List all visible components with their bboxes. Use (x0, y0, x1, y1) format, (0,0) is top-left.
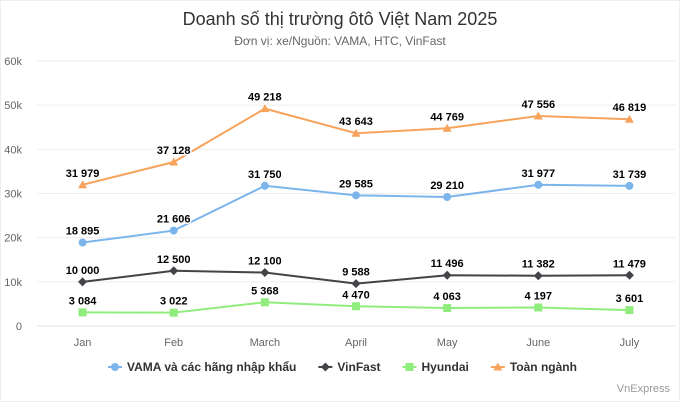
data-point-vama-v-c-c-h-ng-nh-p-kh-u (169, 226, 178, 235)
data-point-hyundai (260, 298, 269, 307)
legend-label: VAMA và các hãng nhập khẩu (127, 360, 296, 374)
data-label-to-n-ng-nh: 49 218 (248, 92, 282, 104)
data-point-to-n-ng-nh (78, 180, 88, 189)
chart-title: Doanh số thị trường ôtô Việt Nam 2025 (183, 9, 498, 29)
y-tick-label: 0 (16, 321, 22, 333)
data-point-vama-v-c-c-h-ng-nh-p-kh-u (443, 192, 452, 201)
data-label-vinfast: 12 100 (248, 256, 282, 268)
data-point-vinfast (169, 266, 179, 276)
data-label-vinfast: 12 500 (157, 254, 191, 266)
legend-marker-icon (111, 363, 119, 371)
data-label-hyundai: 4 470 (342, 289, 370, 301)
data-point-vama-v-c-c-h-ng-nh-p-kh-u (352, 191, 360, 200)
data-label-vinfast: 11 382 (522, 259, 555, 271)
data-label-vinfast: 10 000 (66, 265, 100, 277)
legend-item-vinfast[interactable]: VinFast (318, 360, 381, 374)
data-label-vama-v-c-c-h-ng-nh-p-kh-u: 31 739 (613, 169, 647, 181)
x-tick-label: April (345, 337, 367, 349)
data-point-vama-v-c-c-h-ng-nh-p-kh-u (78, 238, 87, 247)
data-label-vama-v-c-c-h-ng-nh-p-kh-u: 29 585 (339, 178, 373, 190)
x-tick-label: June (526, 337, 550, 349)
data-label-vinfast: 11 496 (431, 258, 464, 270)
y-tick-label: 60k (4, 56, 22, 68)
data-label-hyundai: 5 368 (251, 285, 279, 297)
legend-label: Hyundai (422, 360, 469, 374)
data-label-to-n-ng-nh: 47 556 (521, 99, 555, 111)
data-point-to-n-ng-nh (624, 114, 634, 123)
data-point-vama-v-c-c-h-ng-nh-p-kh-u (260, 181, 269, 190)
data-point-to-n-ng-nh (260, 104, 270, 113)
credit-vnexpress[interactable]: VnExpress (617, 383, 671, 395)
legend-item-hyundai[interactable]: Hyundai (402, 360, 469, 374)
legend-item-to-n-ng-nh[interactable]: Toàn ngành (490, 360, 577, 374)
x-tick-label: March (250, 337, 281, 349)
data-point-vinfast (260, 268, 270, 278)
x-tick-label: May (437, 337, 458, 349)
chart-subtitle: Đơn vị: xe/Nguồn: VAMA, HTC, VinFast (234, 34, 446, 48)
legend-marker-icon (320, 362, 330, 372)
data-point-vinfast (442, 270, 452, 280)
data-label-to-n-ng-nh: 46 819 (613, 102, 647, 114)
x-tick-label: Feb (164, 337, 183, 349)
data-point-vinfast (78, 277, 88, 287)
data-point-hyundai (352, 302, 360, 311)
data-point-to-n-ng-nh (442, 123, 452, 132)
data-label-vama-v-c-c-h-ng-nh-p-kh-u: 31 750 (248, 169, 282, 181)
data-point-vama-v-c-c-h-ng-nh-p-kh-u (534, 180, 543, 189)
data-point-vinfast (533, 271, 543, 281)
data-label-vinfast: 9 588 (342, 267, 370, 279)
legend-marker-icon (493, 362, 503, 371)
data-point-vama-v-c-c-h-ng-nh-p-kh-u (625, 181, 634, 190)
data-label-to-n-ng-nh: 37 128 (157, 145, 191, 157)
data-label-hyundai: 3 601 (616, 293, 644, 305)
data-point-hyundai (625, 306, 634, 315)
data-label-hyundai: 3 084 (69, 295, 97, 307)
data-point-to-n-ng-nh (533, 111, 543, 120)
legend-label: VinFast (337, 360, 380, 374)
data-label-to-n-ng-nh: 44 769 (430, 111, 464, 123)
data-label-vama-v-c-c-h-ng-nh-p-kh-u: 18 895 (66, 226, 100, 238)
y-tick-label: 30k (4, 189, 22, 201)
data-label-hyundai: 3 022 (160, 296, 188, 308)
data-point-hyundai (78, 308, 87, 317)
data-label-vama-v-c-c-h-ng-nh-p-kh-u: 31 977 (521, 168, 555, 180)
data-label-to-n-ng-nh: 31 979 (66, 168, 100, 180)
data-point-to-n-ng-nh (169, 157, 179, 166)
y-tick-label: 50k (4, 100, 22, 112)
data-point-vinfast (624, 270, 634, 280)
data-point-vinfast (351, 279, 361, 289)
data-point-hyundai (169, 308, 178, 317)
data-label-hyundai: 4 063 (433, 291, 461, 303)
y-tick-label: 20k (4, 233, 22, 245)
data-label-vama-v-c-c-h-ng-nh-p-kh-u: 29 210 (430, 180, 464, 192)
y-tick-label: 10k (4, 277, 22, 289)
y-tick-label: 40k (4, 144, 22, 156)
data-point-to-n-ng-nh (351, 128, 361, 137)
data-label-vama-v-c-c-h-ng-nh-p-kh-u: 21 606 (157, 214, 191, 226)
legend-marker-icon (405, 363, 414, 371)
x-tick-label: Jan (74, 337, 92, 349)
data-label-hyundai: 4 197 (525, 290, 553, 302)
data-label-vinfast: 11 479 (613, 258, 646, 270)
data-point-hyundai (534, 303, 543, 312)
x-tick-label: July (620, 337, 640, 349)
legend-label: Toàn ngành (510, 360, 577, 374)
data-point-hyundai (443, 304, 452, 313)
legend-item-vama-v-c-c-h-ng-nh-p-kh-u[interactable]: VAMA và các hãng nhập khẩu (108, 360, 296, 374)
data-label-to-n-ng-nh: 43 643 (339, 116, 373, 128)
